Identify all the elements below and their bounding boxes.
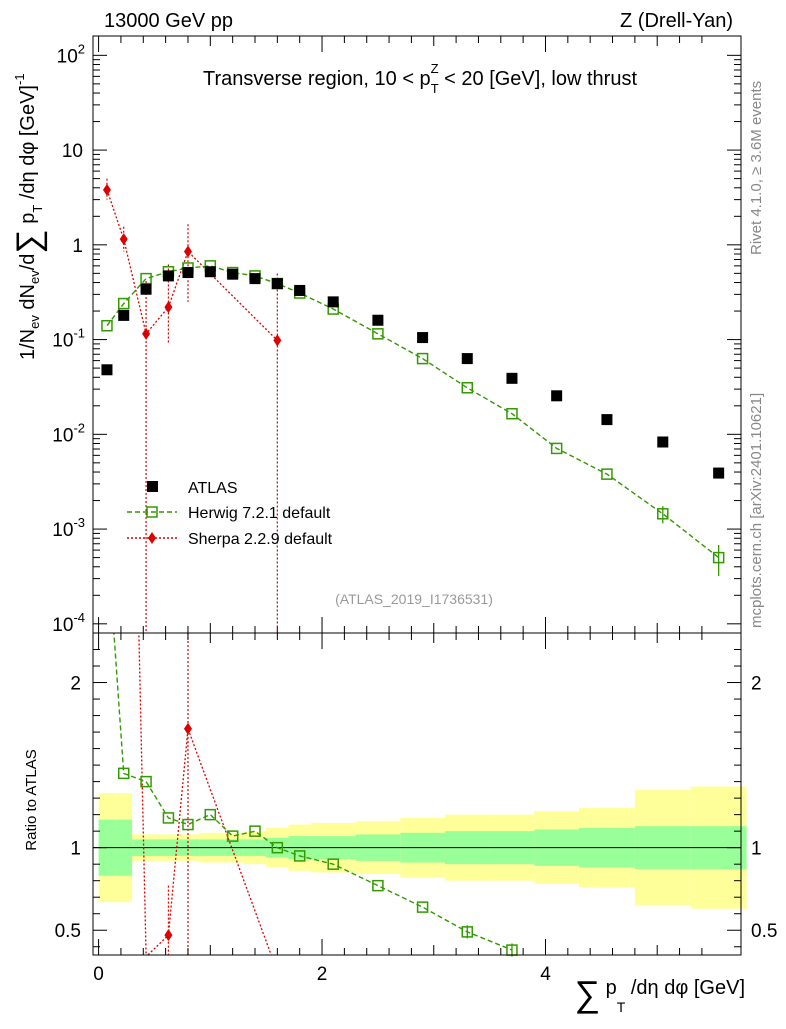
atlas-data-point	[506, 372, 518, 384]
y-tick-label: 1	[72, 236, 83, 257]
sherpa-point	[119, 233, 128, 246]
atlas-data-point	[601, 414, 613, 426]
header-right: Z (Drell-Yan)	[620, 10, 733, 32]
sherpa-point	[273, 334, 282, 347]
ratio-y-tick-label-right: 1	[751, 839, 762, 860]
ratio-y-tick-label: 2	[70, 674, 81, 695]
sherpa-ratio-point	[183, 722, 192, 735]
atlas-data-point	[372, 314, 384, 326]
y-tick-label: 10	[62, 141, 83, 162]
atlas-data-point	[140, 283, 152, 295]
chart-title: Transverse region, 10 < pTZ < 20 [GeV], …	[203, 61, 637, 96]
x-axis-label: ∑ pT /dη dφ [GeV]	[574, 973, 745, 1015]
legend-herwig-label: Herwig 7.2.1 default	[188, 505, 331, 522]
herwig-ratio-point	[204, 808, 217, 821]
ratio-y-tick-label: 0.5	[55, 921, 81, 942]
herwig-point	[657, 508, 669, 520]
atlas-data-point	[294, 284, 306, 296]
ratio-frame	[92, 632, 742, 956]
x-tick-label: 0	[93, 964, 104, 985]
herwig-point	[550, 442, 563, 455]
rivet-version-text: Rivet 4.1.0, ≥ 3.6M events	[748, 81, 765, 255]
atlas-data-point	[118, 309, 130, 321]
atlas-data-point	[249, 273, 261, 285]
ratio-y-axis-label: Ratio to ATLAS	[23, 749, 40, 850]
atlas-data-point	[271, 278, 283, 290]
y-axis-label: 1/Nev dNev/d∑ pT /dη dφ [GeV]-1	[10, 73, 48, 360]
herwig-point	[416, 352, 429, 365]
y-tick-label: 10-2	[52, 420, 85, 446]
ratio-y-tick-label: 1	[70, 839, 81, 860]
herwig-point	[506, 407, 518, 420]
x-tick-label: 4	[540, 964, 551, 985]
atlas-data-point	[551, 390, 563, 402]
herwig-point	[372, 328, 384, 340]
ratio-y-tick-label-right: 0.5	[751, 921, 777, 942]
herwig-point	[117, 297, 130, 310]
sherpa-ratio-point	[164, 929, 173, 942]
y-tick-label: 10-1	[52, 326, 85, 352]
herwig-ratio-point	[249, 825, 261, 837]
sherpa-line	[106, 189, 278, 341]
ratio-panel: 0.5 0.5 1 1 2 2 0 2 4 Ratio to ATLAS ∑ pT /dη dφ…	[23, 632, 777, 1015]
atlas-data-point	[182, 267, 194, 279]
sherpa-point	[102, 183, 111, 196]
herwig-point	[461, 382, 474, 394]
legend-herwig-marker	[146, 506, 158, 518]
sherpa-point	[183, 245, 192, 258]
legend-sherpa-marker	[148, 532, 156, 544]
legend-atlas-marker	[147, 481, 158, 492]
herwig-ratio-point	[327, 858, 339, 870]
atlas-data-point	[227, 268, 239, 280]
herwig-ratio-point	[293, 850, 306, 862]
herwig-point	[601, 468, 613, 480]
atlas-data-point	[327, 296, 339, 308]
herwig-point	[140, 272, 152, 285]
herwig-ratio-point	[271, 841, 284, 854]
y-tick-label: 10-4	[52, 610, 85, 636]
herwig-ratio-point	[461, 926, 474, 938]
herwig-ratio-point	[140, 775, 152, 788]
atlas-data-point	[461, 353, 473, 365]
atlas-data-point	[101, 364, 113, 376]
y-tick-label: 102	[57, 41, 85, 67]
herwig-point	[101, 319, 113, 332]
x-tick-label: 2	[317, 964, 328, 985]
header-left: 13000 GeV pp	[104, 10, 233, 32]
atlas-data-point	[657, 436, 669, 448]
herwig-point	[712, 551, 725, 564]
herwig-ratio-point	[372, 879, 384, 892]
legend: ATLAS Herwig 7.2.1 default Sherpa 2.2.9 …	[127, 480, 333, 548]
sherpa-point	[142, 327, 151, 340]
atlas-data-point	[204, 266, 216, 278]
herwig-ratio-point	[182, 818, 194, 831]
y-tick-label: 10-3	[52, 515, 85, 541]
legend-atlas-label: ATLAS	[188, 480, 238, 497]
mcplots-reference-text: mcplots.cern.ch [arXiv:2401.10621]	[748, 393, 765, 628]
herwig-ratio-point	[226, 830, 239, 842]
atlas-data-point	[713, 467, 725, 479]
herwig-ratio-point	[117, 767, 130, 780]
main-panel: 102 10 1 10-1 10-2 10-3 10-4 (ATLAS_2019_I1736…	[10, 35, 742, 636]
legend-sherpa-label: Sherpa 2.2.9 default	[188, 531, 333, 548]
sherpa-ratio-line	[138, 633, 272, 955]
atlas-data-point	[162, 270, 174, 282]
ratio-y-tick-label-right: 2	[751, 674, 762, 695]
sherpa-point	[164, 301, 173, 314]
analysis-watermark: (ATLAS_2019_I1736531)	[335, 591, 493, 607]
herwig-ratio-point	[416, 901, 429, 913]
atlas-data-point	[417, 332, 429, 344]
herwig-ratio-point	[162, 812, 175, 824]
